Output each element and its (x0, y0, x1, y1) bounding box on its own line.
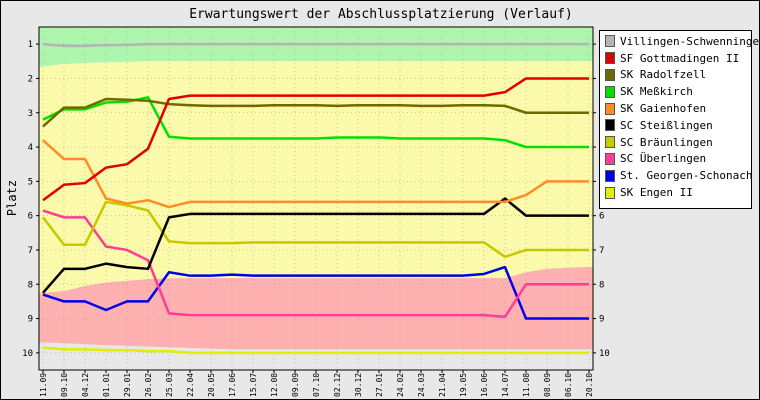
chart-title: Erwartungswert der Abschlussplatzierung … (189, 7, 573, 22)
legend-item: SC Bräunlingen (605, 134, 751, 151)
y-axis-label: Platz (5, 180, 19, 216)
y-tick-label-left: 6 (28, 212, 33, 222)
legend-swatch (605, 186, 615, 199)
x-tick-label: 04.12 (81, 373, 90, 397)
x-tick-label: 12.08 (270, 373, 279, 397)
x-tick-label: 02.12 (333, 373, 342, 397)
y-tick-label-left: 1 (28, 40, 33, 50)
x-tick-label: 09.09 (291, 373, 300, 397)
legend-item: SK Meßkirch (605, 83, 751, 100)
legend-swatch (605, 169, 615, 182)
y-tick-label-right: 8 (599, 280, 604, 290)
x-tick-label: 20.05 (207, 373, 216, 397)
legend-item: SC Überlingen (605, 151, 751, 168)
legend-swatch (605, 35, 615, 48)
y-tick-label-right: 7 (599, 246, 604, 256)
band-area-1 (39, 61, 593, 293)
x-tick-label: 21.04 (438, 373, 447, 397)
legend-swatch (605, 152, 615, 165)
y-tick-label-right: 9 (599, 315, 604, 325)
legend-swatch (605, 68, 615, 81)
x-tick-label: 16.06 (480, 373, 489, 397)
x-tick-label: 22.04 (186, 373, 195, 397)
legend-label: Villingen-Schwenningen (620, 34, 760, 48)
legend-label: SC Bräunlingen (620, 135, 713, 149)
legend-label: SK Gaienhofen (620, 102, 707, 116)
x-tick-label: 24.03 (417, 373, 426, 397)
y-tick-label-left: 4 (28, 143, 33, 153)
y-tick-label-left: 8 (28, 280, 33, 290)
x-tick-label: 09.10 (60, 373, 69, 397)
legend-label: SC Überlingen (620, 152, 707, 166)
legend-swatch (605, 136, 615, 149)
x-tick-label: 06.10 (564, 373, 573, 397)
y-tick-label-left: 5 (28, 177, 33, 187)
band-layer (39, 27, 593, 370)
y-tick-label-left: 10 (22, 349, 33, 359)
y-tick-label-left: 9 (28, 315, 33, 325)
x-tick-label: 24.02 (396, 373, 405, 397)
legend-swatch (605, 52, 615, 65)
series-line-sf-gottmadingen-ii (42, 77, 589, 202)
x-tick-label: 25.03 (165, 373, 174, 397)
x-tick-label: 15.07 (249, 373, 258, 397)
y-tick-label-left: 3 (28, 109, 33, 119)
y-tick-label-right: 6 (599, 212, 604, 222)
legend-item: SF Gottmadingen II (605, 50, 751, 67)
legend-item: St. Georgen-Schonach (605, 167, 753, 184)
tick-layer: 112233445566778899101011.0909.1004.1201.… (22, 40, 610, 397)
y-tick-label-left: 7 (28, 246, 33, 256)
x-tick-label: 27.01 (375, 373, 384, 397)
series-line-sc-stei-lingen (42, 197, 589, 294)
legend-item: Villingen-Schwenningen (605, 33, 760, 50)
series-layer (42, 42, 589, 355)
legend-swatch (605, 119, 615, 132)
legend: Villingen-Schwenningen SF Gottmadingen II… (599, 30, 760, 209)
legend-swatch (605, 85, 615, 98)
series-line-sk-radolfzell (42, 97, 589, 128)
legend-label: St. Georgen-Schonach (620, 169, 753, 183)
legend-item: SK Radolfzell (605, 67, 751, 84)
series-line-st-georgen-schonach (42, 265, 589, 320)
legend-label: SK Engen II (620, 186, 693, 200)
x-tick-label: 01.01 (102, 373, 111, 397)
legend-label: SK Meßkirch (620, 85, 693, 99)
legend-swatch (605, 102, 615, 115)
band-area-0 (39, 27, 593, 67)
series-line-sk-engen-ii (42, 346, 589, 355)
legend-item: SK Engen II (605, 184, 751, 201)
x-tick-label: 20.10 (585, 373, 594, 397)
series-line-sc-berlingen (42, 209, 589, 319)
x-tick-label: 07.10 (312, 373, 321, 397)
legend-label: SK Radolfzell (620, 68, 707, 82)
band-area-2 (39, 267, 593, 350)
band-area-3 (39, 342, 593, 370)
legend-item: SK Gaienhofen (605, 100, 751, 117)
y-tick-label-right: 10 (599, 349, 610, 359)
x-tick-label: 17.06 (228, 373, 237, 397)
x-tick-label: 30.12 (354, 373, 363, 397)
legend-item: SC Steißlingen (605, 117, 751, 134)
series-line-sc-br-unlingen (42, 200, 589, 259)
x-tick-label: 11.08 (522, 373, 531, 397)
x-tick-label: 26.02 (144, 373, 153, 397)
x-tick-label: 19.05 (459, 373, 468, 397)
x-tick-label: 14.07 (501, 373, 510, 397)
y-tick-label-left: 2 (28, 74, 33, 84)
x-tick-label: 11.09 (39, 373, 48, 397)
series-line-sk-gaienhofen (42, 139, 589, 209)
x-tick-label: 29.01 (123, 373, 132, 397)
series-line-villingen-schwenningen (42, 42, 589, 48)
legend-label: SF Gottmadingen II (620, 51, 740, 65)
legend-label: SC Steißlingen (620, 118, 713, 132)
x-tick-label: 08.09 (543, 373, 552, 397)
